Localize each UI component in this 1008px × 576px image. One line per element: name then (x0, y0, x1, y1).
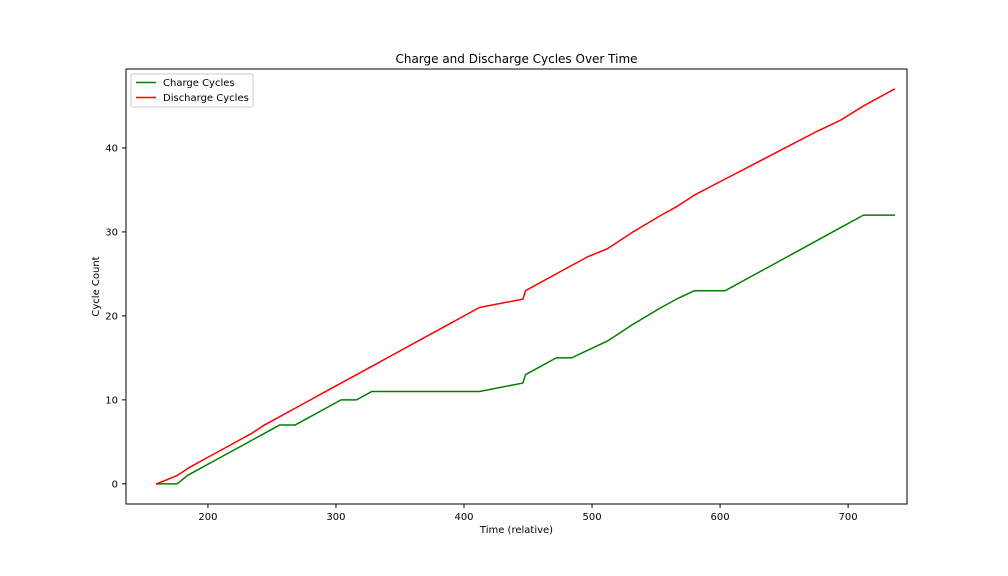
plot-frame (125, 68, 908, 505)
x-tick-label: 300 (326, 512, 345, 523)
y-tick-label: 30 (105, 227, 118, 238)
x-tick-label: 400 (454, 512, 473, 523)
y-tick-label: 40 (105, 143, 118, 154)
legend: Charge Cycles Discharge Cycles (130, 73, 254, 108)
series-line-charge (155, 214, 895, 485)
legend-box (130, 73, 254, 108)
y-axis-label: Cycle Count (91, 256, 102, 316)
x-axis-label: Time (relative) (479, 525, 553, 536)
y-tick-label: 10 (105, 395, 118, 406)
chart-title: Charge and Discharge Cycles Over Time (395, 52, 637, 66)
y-tick-label: 0 (112, 479, 118, 490)
x-axis: 200 300 400 500 600 700 (198, 504, 858, 523)
x-tick-label: 600 (711, 512, 730, 523)
series-line-discharge (155, 88, 896, 485)
x-tick-label: 500 (582, 512, 601, 523)
y-tick-label: 20 (105, 311, 118, 322)
legend-label-charge: Charge Cycles (163, 78, 235, 89)
series-layer (155, 88, 896, 485)
legend-label-discharge: Discharge Cycles (163, 93, 249, 104)
y-axis: 0 10 20 30 40 (105, 143, 126, 490)
x-tick-label: 200 (198, 512, 217, 523)
x-tick-label: 700 (839, 512, 858, 523)
